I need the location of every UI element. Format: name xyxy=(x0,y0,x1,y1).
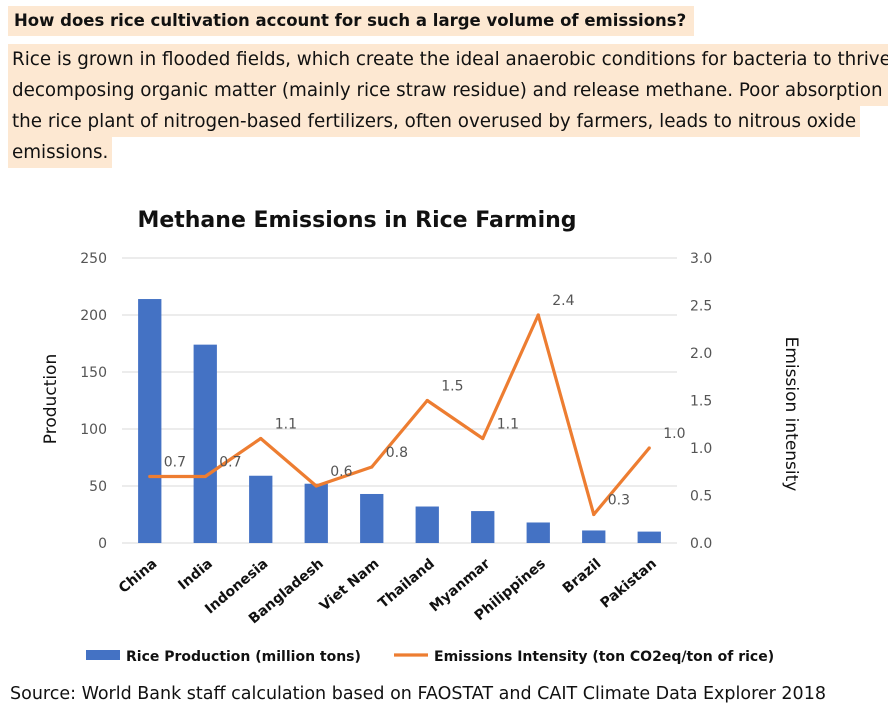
y2-tick-label: 0.5 xyxy=(690,489,712,505)
y-tick-label: 0 xyxy=(98,536,107,552)
y2-tick-label: 0.0 xyxy=(690,536,712,552)
y-tick-label: 200 xyxy=(80,308,107,324)
y-tick-label: 250 xyxy=(80,251,107,267)
bar xyxy=(249,475,273,543)
bar xyxy=(526,522,550,543)
line-point xyxy=(148,474,152,479)
bar-series xyxy=(138,299,661,543)
data-label: 0.8 xyxy=(386,445,408,461)
line-point xyxy=(314,484,318,488)
legend-label: Emissions Intensity (ton CO2eq/ton of ri… xyxy=(434,649,774,665)
answer-line: decomposing organic matter (mainly rice … xyxy=(8,75,888,106)
answer-line: the rice plant of nitrogen-based fertili… xyxy=(8,106,861,137)
chart-legend: Rice Production (million tons) Emissions … xyxy=(86,649,774,665)
data-label: 1.1 xyxy=(275,417,297,433)
data-label: 0.7 xyxy=(219,455,241,471)
answer-paragraph: Rice is grown in flooded fields, which c… xyxy=(8,44,888,168)
bar xyxy=(637,531,661,543)
bar xyxy=(582,530,606,543)
y-axis-label: Production xyxy=(41,354,61,444)
data-label: 0.7 xyxy=(164,455,186,471)
data-label: 1.1 xyxy=(497,417,519,433)
data-label: 1.5 xyxy=(441,379,463,395)
emissions-line xyxy=(149,313,651,517)
line-point xyxy=(370,465,374,469)
x-tick-label: China xyxy=(116,556,160,597)
legend-label: Rice Production (million tons) xyxy=(126,649,361,665)
bar xyxy=(360,493,384,543)
methane-chart: Methane Emissions in Rice Farming 0 50 100… xyxy=(41,208,801,665)
bar xyxy=(415,506,439,543)
y2-axis-label: Emission intensity xyxy=(781,337,801,492)
y2-tick-label: 1.0 xyxy=(690,441,712,457)
answer-line: Rice is grown in flooded fields, which c… xyxy=(8,44,888,75)
chart-title: Methane Emissions in Rice Farming xyxy=(137,208,576,233)
x-tick-label: India xyxy=(175,556,216,594)
y2-tick-label: 3.0 xyxy=(690,251,712,267)
y-tick-label: 100 xyxy=(80,422,107,438)
data-label: 1.0 xyxy=(663,426,685,442)
question-heading: How does rice cultivation account for su… xyxy=(8,6,694,36)
line-point xyxy=(425,398,429,403)
bar xyxy=(138,299,162,543)
y2-tick-label: 1.5 xyxy=(690,394,712,410)
data-label: 0.3 xyxy=(608,493,630,509)
y2-tick-label: 2.0 xyxy=(690,346,712,362)
bar xyxy=(193,344,217,543)
data-label: 2.4 xyxy=(552,293,574,309)
left-axis: 0 50 100 150 200 250 xyxy=(80,251,107,552)
data-label: 0.6 xyxy=(330,464,352,480)
y-tick-label: 150 xyxy=(80,365,107,381)
line-point xyxy=(259,436,263,441)
y-tick-label: 50 xyxy=(89,479,107,495)
line-series: 0.7 0.7 1.1 0.6 0.8 1.5 1.1 2.4 0.3 1.0 xyxy=(148,293,686,517)
y2-tick-label: 2.5 xyxy=(690,299,712,315)
line-point xyxy=(647,446,651,450)
legend-swatch-bar xyxy=(86,650,120,660)
line-point xyxy=(536,313,540,317)
x-tick-label: Viet Nam xyxy=(317,556,383,615)
x-tick-label: Pakistan xyxy=(598,556,660,612)
bar xyxy=(471,511,495,543)
line-point xyxy=(203,474,207,479)
line-point xyxy=(481,436,485,441)
x-tick-label: Brazil xyxy=(560,556,605,597)
line-point xyxy=(592,512,596,517)
answer-line: emissions. xyxy=(8,137,113,168)
bar xyxy=(304,483,328,543)
source-note: Source: World Bank staff calculation bas… xyxy=(10,684,826,704)
right-axis: 0.0 0.5 1.0 1.5 2.0 2.5 3.0 xyxy=(690,251,712,552)
